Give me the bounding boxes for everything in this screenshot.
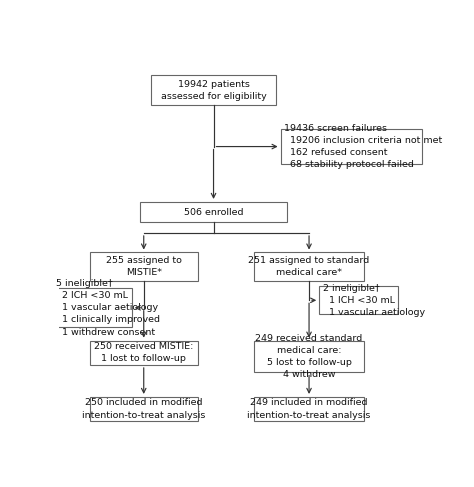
Text: 250 included in modified
intention-to-treat analysis: 250 included in modified intention-to-tr… — [82, 398, 205, 420]
Text: 19436 screen failures
  19206 inclusion criteria not met
  162 refused consent
 : 19436 screen failures 19206 inclusion cr… — [284, 124, 443, 169]
Text: 249 included in modified
intention-to-treat analysis: 249 included in modified intention-to-tr… — [247, 398, 371, 420]
Text: 5 ineligible†
  2 ICH <30 mL
  1 vascular aetiology
  1 clinically improved
  1 : 5 ineligible† 2 ICH <30 mL 1 vascular ae… — [56, 279, 161, 337]
FancyBboxPatch shape — [254, 340, 364, 373]
FancyBboxPatch shape — [281, 130, 422, 164]
Text: 249 received standard
medical care:
5 lost to follow-up
4 withdrew: 249 received standard medical care: 5 lo… — [255, 334, 363, 379]
FancyBboxPatch shape — [319, 286, 398, 315]
FancyBboxPatch shape — [53, 288, 132, 327]
Text: 2 ineligible†
  1 ICH <30 mL
  1 vascular aetiology: 2 ineligible† 1 ICH <30 mL 1 vascular ae… — [323, 283, 425, 317]
Text: 250 received MISTIE:
1 lost to follow-up: 250 received MISTIE: 1 lost to follow-up — [94, 342, 193, 363]
Text: 251 assigned to standard
medical care*: 251 assigned to standard medical care* — [248, 256, 370, 277]
Text: 506 enrolled: 506 enrolled — [184, 207, 243, 217]
FancyBboxPatch shape — [90, 252, 198, 281]
FancyBboxPatch shape — [90, 340, 198, 365]
FancyBboxPatch shape — [254, 397, 364, 421]
FancyBboxPatch shape — [151, 75, 276, 105]
Text: 255 assigned to
MISTIE*: 255 assigned to MISTIE* — [106, 256, 182, 277]
FancyBboxPatch shape — [254, 252, 364, 281]
FancyBboxPatch shape — [140, 202, 287, 223]
Text: 19942 patients
assessed for eligibility: 19942 patients assessed for eligibility — [161, 80, 266, 101]
FancyBboxPatch shape — [90, 397, 198, 421]
